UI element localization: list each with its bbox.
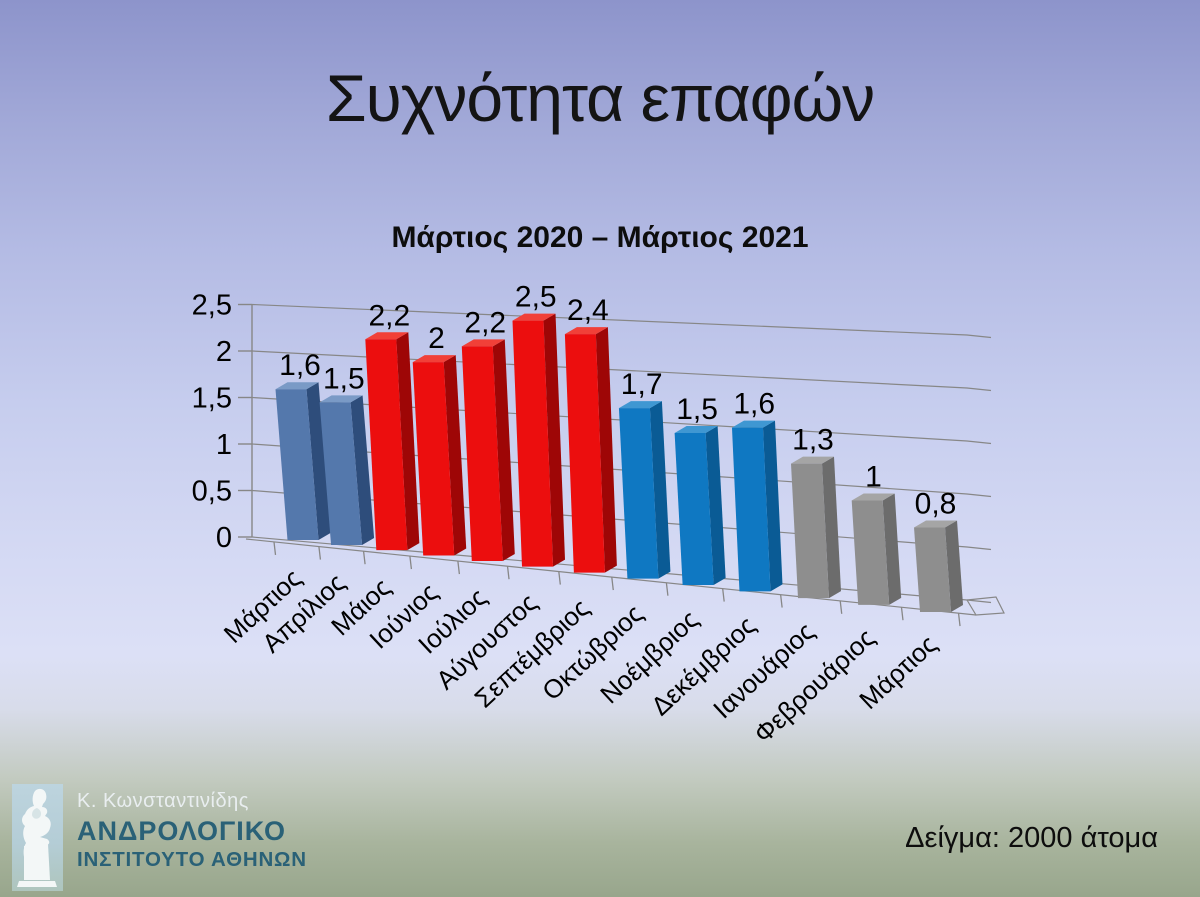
bar-top-2 <box>365 332 409 340</box>
floor-front-edge <box>245 538 977 616</box>
bar-9 <box>731 427 771 592</box>
y-tick-label: 0 <box>216 522 232 554</box>
x-axis-tick <box>779 594 783 608</box>
bar-5 <box>512 320 553 567</box>
bar-side-2 <box>396 332 420 551</box>
bar-11 <box>851 500 890 605</box>
bar-value-label: 2,4 <box>567 294 609 327</box>
y-tick-label: 1 <box>216 429 232 461</box>
sample-size-note: Δείγμα: 2000 άτομα <box>905 822 1158 854</box>
bar-2 <box>365 339 408 551</box>
x-axis-tick <box>318 546 322 560</box>
institute-logo-text: Κ. Κωνσταντινίδης ΑΝΔΡΟΛΟΓΙΚΟ ΙΝΣΤΙΤΟΥΤΟ… <box>63 784 307 872</box>
x-axis-tick <box>839 600 843 614</box>
y-tick-label: 2 <box>216 336 232 368</box>
institute-logo: Κ. Κωνσταντινίδης ΑΝΔΡΟΛΟΓΙΚΟ ΙΝΣΤΙΤΟΥΤΟ… <box>12 784 307 891</box>
bar-side-3 <box>443 355 467 556</box>
bar-value-label: 2,2 <box>464 306 506 339</box>
bar-value-label: 1,3 <box>792 424 834 457</box>
bar-top-11 <box>851 493 895 501</box>
bar-side-7 <box>649 401 671 579</box>
bar-7 <box>618 408 659 579</box>
bar-value-label: 0,8 <box>915 487 957 520</box>
bar-top-3 <box>412 355 456 363</box>
logo-org-line2: ΙΝΣΤΙΤΟΥΤΟ ΑΘΗΝΩΝ <box>77 848 307 871</box>
bar-side-10 <box>822 456 841 599</box>
bar-top-9 <box>731 420 775 428</box>
bar-side-8 <box>705 425 726 585</box>
thinker-statue-icon <box>12 784 63 891</box>
bar-12 <box>914 527 952 612</box>
bar-side-11 <box>882 493 902 605</box>
bar-0 <box>275 389 319 540</box>
logo-org-line1: ΑΝΔΡΟΛΟΓΙΚΟ <box>77 816 286 846</box>
bar-side-4 <box>492 339 515 561</box>
bar-value-label: 1,5 <box>676 393 718 426</box>
bar-value-label: 1,6 <box>733 388 775 421</box>
y-tick-label: 2,5 <box>192 290 232 322</box>
bar-side-12 <box>945 520 964 612</box>
x-axis-tick <box>558 571 561 585</box>
chart-title: Μάρτιος 2020 – Μάρτιος 2021 <box>391 221 809 254</box>
bar-value-label: 1,5 <box>323 362 365 395</box>
bar-top-1 <box>319 395 363 403</box>
bar-top-5 <box>512 313 556 321</box>
bar-side-0 <box>306 382 331 540</box>
bar-side-6 <box>595 327 617 573</box>
bar-side-5 <box>543 313 565 567</box>
bar-8 <box>674 432 714 585</box>
bar-10 <box>791 463 829 599</box>
bar-top-4 <box>461 339 505 347</box>
x-axis-tick <box>273 541 277 555</box>
y-tick-label: 0,5 <box>192 476 232 508</box>
x-axis-tick <box>900 607 904 621</box>
gridline-2,5 <box>251 303 992 339</box>
x-axis-tick <box>722 588 725 602</box>
bar-6 <box>564 334 605 573</box>
bar-value-label: 2,5 <box>515 281 557 314</box>
x-axis-tick <box>611 576 614 591</box>
bar-value-label: 1,7 <box>621 368 663 401</box>
logo-person-name: Κ. Κωνσταντινίδης <box>77 790 249 812</box>
bar-top-6 <box>564 327 608 335</box>
x-axis-tick <box>957 613 961 627</box>
x-axis-tick <box>409 555 413 570</box>
bar-top-0 <box>275 382 319 390</box>
bar-top-7 <box>618 401 662 409</box>
x-axis-tick <box>362 551 366 565</box>
bar-side-1 <box>350 395 375 545</box>
bar-1 <box>319 402 363 545</box>
bar-3 <box>412 362 455 556</box>
bar-value-label: 1 <box>865 460 882 493</box>
x-axis-tick <box>506 566 510 580</box>
thinker-statue-graphic <box>17 788 57 887</box>
bar-top-8 <box>674 425 718 433</box>
x-axis-tick <box>457 560 461 575</box>
floor-end-cap <box>966 596 1005 616</box>
bar-top-12 <box>914 520 958 528</box>
bar-value-label: 2 <box>428 322 445 355</box>
bar-top-10 <box>791 456 834 464</box>
bar-4 <box>461 346 503 561</box>
y-tick-label: 1,5 <box>192 383 232 415</box>
slide-title: Συχνότητα επαφών <box>325 61 875 135</box>
bar-value-label: 1,6 <box>279 349 321 382</box>
bar-value-label: 2,2 <box>368 299 410 332</box>
bar-side-9 <box>762 420 783 592</box>
x-axis-tick <box>665 582 669 596</box>
